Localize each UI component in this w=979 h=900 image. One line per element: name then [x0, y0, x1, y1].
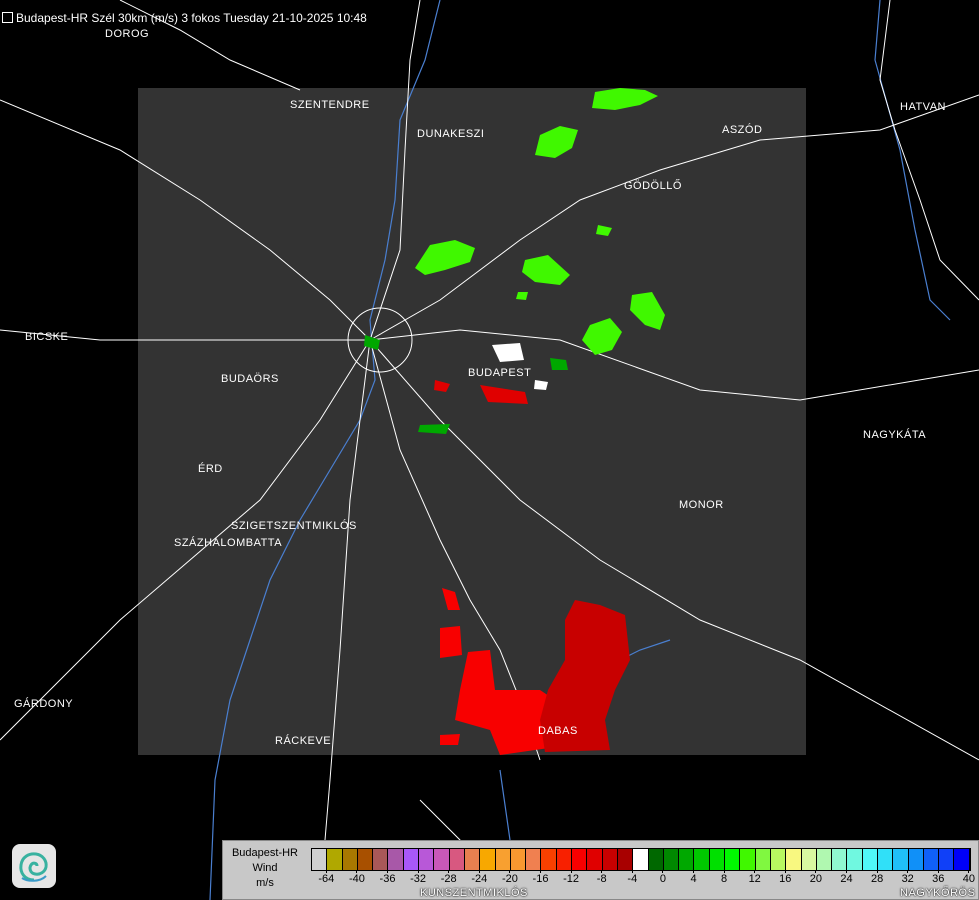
legend-tick-label: 16 — [771, 870, 799, 885]
legend-tick-label: -16 — [527, 870, 555, 885]
legend-swatch — [357, 849, 374, 870]
legend-color-bar — [311, 848, 971, 871]
legend-tick-label: 20 — [802, 870, 830, 885]
legend-tick-label: -24 — [465, 870, 493, 885]
legend-tick-label: 4 — [680, 870, 708, 885]
legend-swatch — [862, 849, 878, 870]
legend-ticks: -64 -40 -36 -32 -28 -24 -20 -16 -12 -8 -4 0 4 8 12 16 20… — [311, 870, 979, 886]
legend-tick-label: 12 — [741, 870, 769, 885]
legend-unit: m/s — [256, 877, 274, 889]
city-label: BUDAPEST — [468, 367, 532, 379]
city-label: KUNSZENTMIKLÓS — [420, 887, 528, 899]
legend-swatch — [342, 849, 358, 870]
city-label: BICSKE — [25, 331, 69, 343]
legend-swatch — [633, 849, 649, 870]
legend-tick-label: 0 — [649, 870, 677, 885]
city-label: DABAS — [538, 725, 578, 737]
city-label: NAGYKÁTA — [863, 429, 927, 441]
legend-swatch — [572, 849, 588, 870]
legend-swatch — [694, 849, 710, 870]
legend-swatch — [403, 849, 420, 870]
legend-tick-label: -4 — [618, 870, 646, 885]
map-title: Budapest-HR Szél 30km (m/s) 3 fokos Tues… — [2, 11, 367, 25]
city-label: DUNAKESZI — [417, 128, 485, 140]
legend-swatch — [816, 849, 833, 870]
legend-swatch — [464, 849, 481, 870]
legend-swatch — [923, 849, 940, 870]
legend-swatch — [755, 849, 771, 870]
city-label: SZENTENDRE — [290, 99, 370, 111]
legend-swatch — [740, 849, 756, 870]
legend-swatch — [908, 849, 924, 870]
legend-tick-label: 24 — [833, 870, 861, 885]
city-label: SZÁZHALOMBATTA — [174, 537, 283, 549]
legend-swatch — [893, 849, 909, 870]
legend-swatch — [709, 849, 726, 870]
legend-swatch — [312, 849, 328, 870]
legend-quantity: Wind — [252, 862, 278, 874]
legend-swatch — [786, 849, 802, 870]
legend-swatch — [602, 849, 618, 870]
legend-tick-label: -64 — [312, 870, 340, 885]
legend-swatch — [877, 849, 894, 870]
legend-tick-label: -8 — [588, 870, 616, 885]
legend-swatch — [847, 849, 863, 870]
legend-tick-label: -20 — [496, 870, 524, 885]
city-label: ÉRD — [198, 463, 223, 475]
legend-swatch — [679, 849, 695, 870]
legend-swatch — [373, 849, 389, 870]
legend-tick-label: -40 — [343, 870, 371, 885]
legend-swatch — [556, 849, 573, 870]
menu-icon[interactable] — [2, 12, 13, 23]
legend-tick-label: 28 — [863, 870, 891, 885]
swirl-logo-icon — [19, 852, 48, 882]
app-logo[interactable] — [12, 844, 56, 888]
legend-swatch — [434, 849, 450, 870]
legend-swatch — [419, 849, 435, 870]
legend-swatch — [327, 849, 343, 870]
legend-swatch — [541, 849, 557, 870]
color-legend: Budapest-HR Wind m/s -64 -40 -36 -32 -28 -24-… — [222, 840, 979, 900]
legend-tick-label: 32 — [894, 870, 922, 885]
city-label: ASZÓD — [722, 124, 763, 136]
legend-tick-label: 36 — [924, 870, 952, 885]
legend-swatch — [526, 849, 542, 870]
city-label: MONOR — [679, 499, 724, 511]
legend-swatch — [648, 849, 664, 870]
legend-swatch — [939, 849, 955, 870]
legend-swatch — [832, 849, 848, 870]
city-label: GÁRDONY — [14, 698, 74, 710]
legend-swatch — [617, 849, 634, 870]
city-label: GÖDÖLLŐ — [624, 180, 682, 192]
city-label: BUDAÖRS — [221, 373, 279, 385]
legend-swatch — [510, 849, 527, 870]
legend-tick-label: -32 — [404, 870, 432, 885]
legend-tick-label: 8 — [710, 870, 738, 885]
legend-swatch — [495, 849, 511, 870]
legend-swatch — [663, 849, 680, 870]
legend-swatch — [480, 849, 496, 870]
legend-swatch — [449, 849, 465, 870]
legend-swatch — [388, 849, 404, 870]
legend-swatch — [954, 849, 970, 870]
legend-source: Budapest-HR — [231, 847, 299, 859]
legend-swatch — [587, 849, 603, 870]
city-label: RÁCKEVE — [275, 735, 332, 747]
city-label: SZIGETSZENTMIKLÓS — [231, 520, 357, 532]
radar-echoes — [364, 88, 665, 755]
legend-swatch — [770, 849, 787, 870]
legend-tick-label: -12 — [557, 870, 585, 885]
legend-tick-label: -28 — [435, 870, 463, 885]
legend-tick-label: 40 — [955, 870, 979, 885]
legend-swatch — [725, 849, 741, 870]
city-label: DOROG — [105, 28, 150, 40]
city-label: HATVAN — [900, 101, 946, 113]
legend-tick-label: -36 — [374, 870, 402, 885]
legend-swatch — [801, 849, 817, 870]
city-label: NAGYKŐRÖS — [900, 887, 976, 899]
